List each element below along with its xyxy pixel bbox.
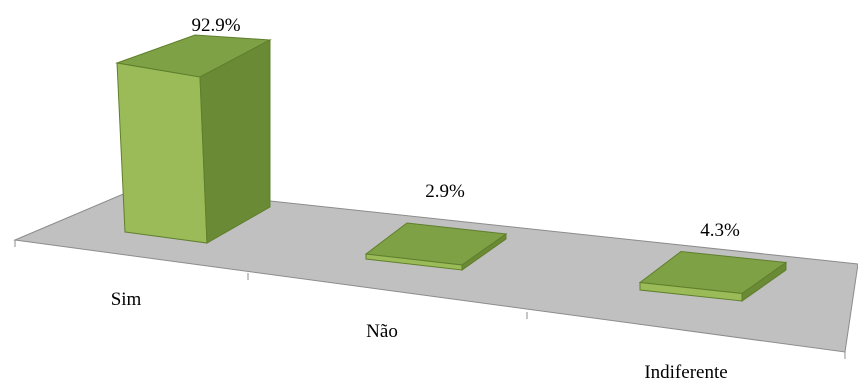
- data-label: 2.9%: [425, 181, 465, 202]
- bar-front-face: [116, 62, 208, 244]
- bar-indiferente: [638, 250, 788, 302]
- bar-side-face: [741, 261, 787, 302]
- category-label: Indiferente: [644, 362, 727, 383]
- bar-side-face: [199, 39, 271, 244]
- data-label: 92.9%: [191, 15, 240, 36]
- category-label: Não: [366, 321, 398, 342]
- bar-sim: [115, 34, 272, 244]
- bars: [115, 34, 788, 302]
- labels: 92.9% Sim 2.9% Não 4.3% Indiferente: [111, 15, 740, 383]
- category-label: Sim: [111, 289, 142, 310]
- bar-não: [364, 222, 508, 271]
- data-label: 4.3%: [700, 220, 740, 241]
- bar-side-face: [461, 233, 507, 271]
